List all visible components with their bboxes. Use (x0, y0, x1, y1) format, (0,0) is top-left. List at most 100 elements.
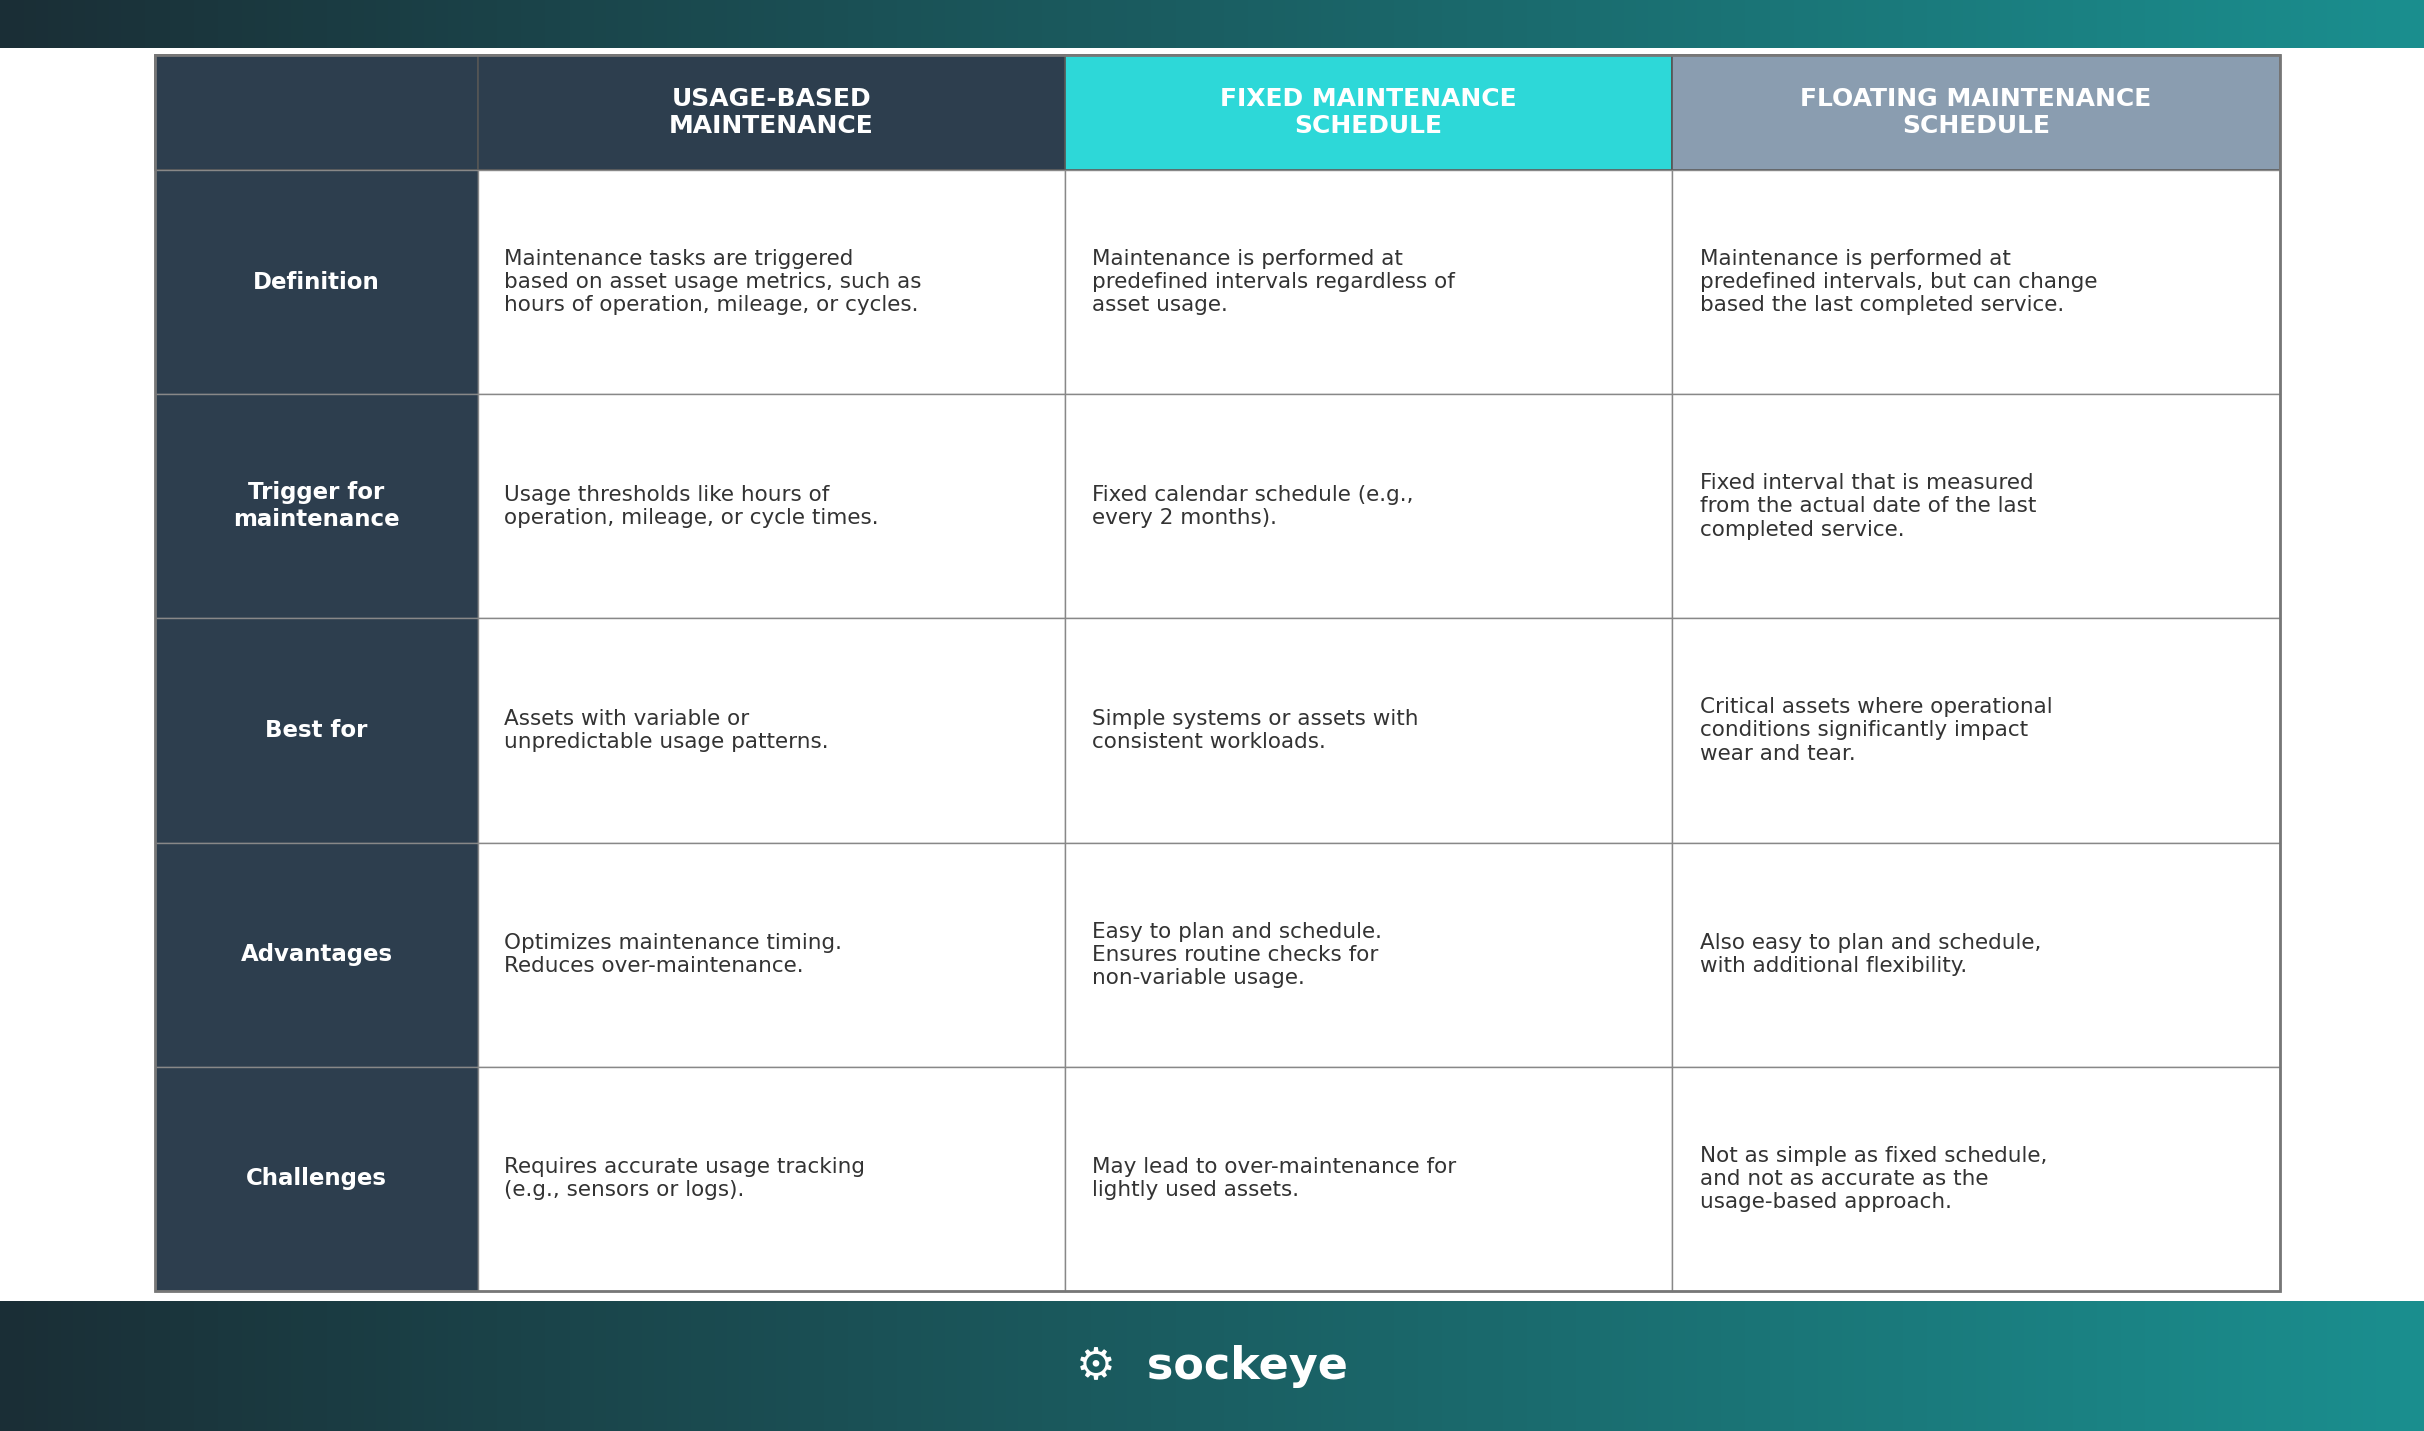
Bar (1709, 0, 1721, 49)
Bar (1151, 1301, 1164, 1431)
Text: May lead to over-maintenance for
lightly used assets.: May lead to over-maintenance for lightly… (1091, 1158, 1457, 1201)
Bar (861, 1301, 873, 1431)
Bar (1539, 0, 1551, 49)
Bar (1091, 1301, 1103, 1431)
Bar (1745, 0, 1757, 49)
Bar (364, 0, 376, 49)
Bar (1673, 54, 2281, 170)
Text: Advantages: Advantages (240, 943, 393, 966)
Bar (1054, 0, 1067, 49)
Bar (1673, 1301, 1685, 1431)
Bar (448, 0, 461, 49)
Text: Trigger for
maintenance: Trigger for maintenance (233, 481, 400, 531)
Bar (1248, 1301, 1260, 1431)
Bar (2388, 0, 2400, 49)
Bar (1854, 1301, 1866, 1431)
Text: Challenges: Challenges (245, 1168, 388, 1191)
Bar (1673, 170, 2281, 394)
Bar (1200, 0, 1212, 49)
Bar (461, 1301, 473, 1431)
Bar (533, 0, 545, 49)
Bar (1551, 1301, 1563, 1431)
Bar (1818, 0, 1830, 49)
Bar (1830, 1301, 1842, 1431)
Bar (2133, 1301, 2145, 1431)
Bar (230, 0, 242, 49)
Bar (994, 1301, 1006, 1431)
Bar (339, 0, 351, 49)
Bar (1297, 0, 1309, 49)
Bar (1733, 1301, 1745, 1431)
Bar (1382, 1301, 1394, 1431)
Bar (1806, 0, 1818, 49)
Bar (558, 1301, 570, 1431)
Bar (1091, 0, 1103, 49)
Bar (2157, 0, 2169, 49)
Bar (1479, 0, 1491, 49)
Bar (497, 0, 509, 49)
Bar (1030, 1301, 1042, 1431)
Bar (1600, 0, 1612, 49)
Bar (1551, 0, 1563, 49)
Bar (1406, 1301, 1418, 1431)
Bar (957, 1301, 970, 1431)
Bar (945, 1301, 957, 1431)
Bar (436, 0, 448, 49)
Bar (218, 1301, 230, 1431)
Bar (848, 1301, 861, 1431)
Bar (1879, 0, 1891, 49)
Bar (836, 0, 848, 49)
Bar (2266, 0, 2279, 49)
Bar (242, 0, 255, 49)
Bar (61, 0, 73, 49)
Bar (412, 0, 424, 49)
Bar (594, 0, 606, 49)
Bar (1636, 0, 1648, 49)
Bar (36, 1301, 48, 1431)
Bar (1891, 0, 1903, 49)
Bar (1103, 1301, 1115, 1431)
Bar (155, 54, 2281, 1291)
Bar (230, 1301, 242, 1431)
Bar (388, 0, 400, 49)
Bar (606, 1301, 618, 1431)
Bar (1685, 0, 1697, 49)
Bar (1576, 0, 1588, 49)
Bar (2048, 1301, 2060, 1431)
Bar (1042, 0, 1054, 49)
Bar (1515, 0, 1527, 49)
Bar (0, 0, 12, 49)
Bar (1866, 1301, 1879, 1431)
Bar (376, 0, 388, 49)
Bar (873, 1301, 885, 1431)
Bar (2145, 1301, 2157, 1431)
Bar (2085, 1301, 2097, 1431)
Bar (2400, 1301, 2412, 1431)
Bar (1539, 1301, 1551, 1431)
Bar (2024, 1301, 2036, 1431)
Bar (2363, 1301, 2376, 1431)
Bar (1079, 1301, 1091, 1431)
Bar (1164, 1301, 1176, 1431)
Bar (109, 0, 121, 49)
Bar (606, 0, 618, 49)
Bar (812, 0, 824, 49)
Bar (1309, 1301, 1321, 1431)
Bar (2048, 0, 2060, 49)
Bar (158, 1301, 170, 1431)
Bar (1745, 1301, 1757, 1431)
Bar (1976, 1301, 1988, 1431)
Bar (1442, 1301, 1454, 1431)
Bar (654, 0, 667, 49)
Bar (776, 1301, 788, 1431)
Bar (145, 0, 158, 49)
Bar (2169, 0, 2182, 49)
Bar (1927, 0, 1939, 49)
Bar (1842, 1301, 1854, 1431)
Bar (2363, 0, 2376, 49)
Bar (1673, 1066, 2281, 1291)
Bar (1903, 0, 1915, 49)
Bar (327, 1301, 339, 1431)
Bar (897, 0, 909, 49)
Bar (909, 0, 921, 49)
